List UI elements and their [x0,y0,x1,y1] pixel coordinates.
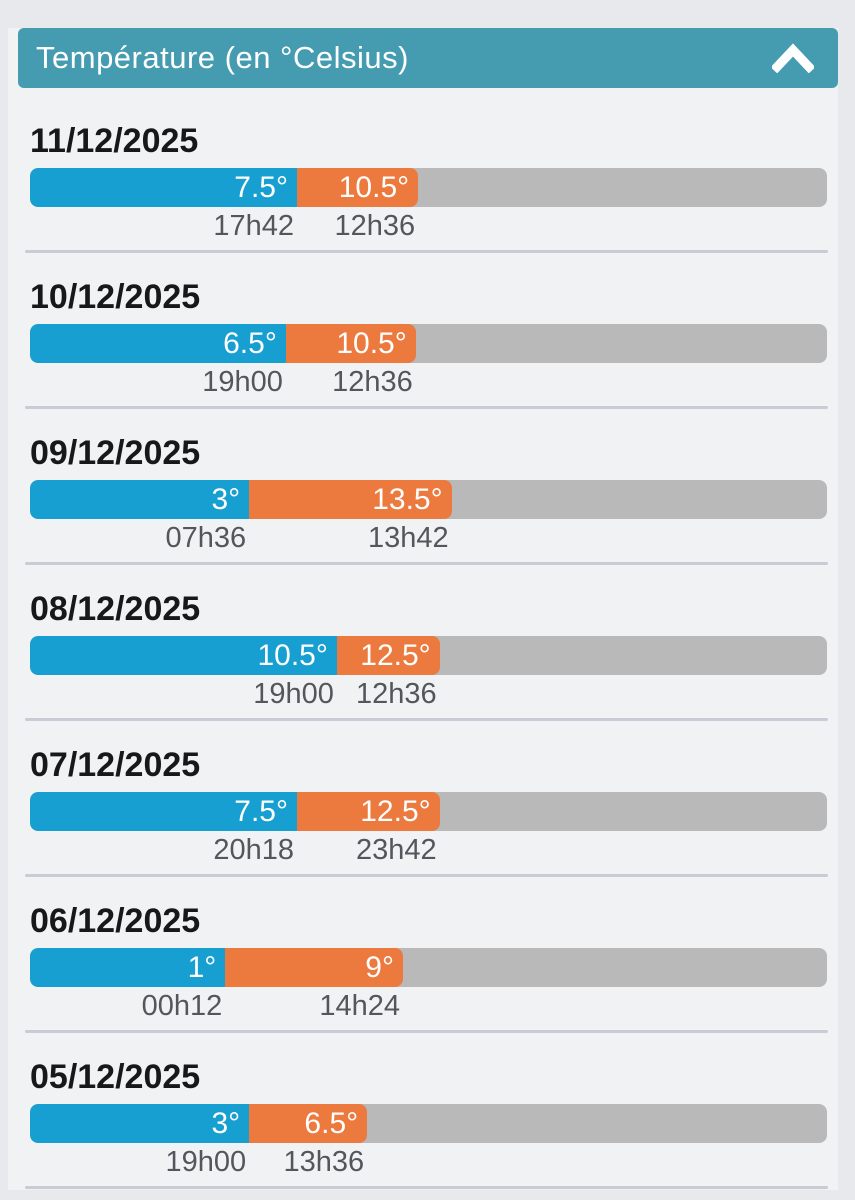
row-divider [25,250,828,253]
max-temp-label: 13.5° [372,482,443,516]
day-row: 05/12/2025 3° 6.5° 19h00 13h36 [25,1054,828,1189]
min-temp-label: 3° [211,1106,241,1140]
max-temp-label: 10.5° [338,170,410,204]
day-date: 09/12/2025 [30,434,201,472]
max-temp-segment: 12.5° [336,636,440,675]
temp-bar: 6.5° 10.5° [30,324,827,363]
max-temp-label: 10.5° [336,326,407,360]
min-time-label: 20h18 [213,834,294,866]
max-time-label: 14h24 [319,990,400,1022]
row-divider [25,718,828,721]
max-time-label: 13h36 [283,1146,365,1178]
temp-bar: 1° 9° [30,948,827,987]
max-temp-segment: 6.5° [249,1104,368,1143]
row-divider [25,406,828,409]
day-date: 11/12/2025 [30,122,199,160]
max-time-label: 12h36 [356,678,437,710]
min-temp-label: 6.5° [223,326,277,360]
day-row: 11/12/2025 7.5° 10.5° 17h42 12h36 [25,118,828,253]
time-row: 00h12 14h24 [30,987,827,1023]
max-temp-label: 9° [365,950,394,984]
day-row: 09/12/2025 3° 13.5° 07h36 13h42 [25,430,828,565]
min-temp-segment: 3° [30,1104,250,1143]
day-row: 07/12/2025 7.5° 12.5° 20h18 23h42 [25,742,828,877]
time-row: 19h00 13h36 [30,1143,827,1179]
max-temp-label: 12.5° [360,638,431,672]
day-date: 06/12/2025 [30,902,201,940]
max-time-label: 12h36 [332,366,413,398]
section-header[interactable]: Température (en °Celsius) [18,28,838,88]
temp-bar: 10.5° 12.5° [30,636,827,675]
temp-bar: 3° 13.5° [30,480,827,519]
min-temp-label: 1° [187,950,217,984]
max-temp-label: 6.5° [304,1106,359,1140]
row-divider [25,1186,828,1189]
max-temp-label: 12.5° [360,794,431,828]
row-divider [25,1030,828,1033]
time-row: 20h18 23h42 [30,831,827,867]
day-row: 10/12/2025 6.5° 10.5° 19h00 12h36 [25,274,828,409]
max-time-label: 13h42 [367,522,449,554]
day-date: 10/12/2025 [30,278,201,316]
max-temp-segment: 10.5° [296,168,419,207]
min-temp-segment: 7.5° [30,792,297,831]
chevron-up-icon[interactable] [772,43,814,73]
row-divider [25,874,828,877]
day-row: 08/12/2025 10.5° 12.5° 19h00 12h36 [25,586,828,721]
time-row: 07h36 13h42 [30,519,827,555]
max-temp-segment: 9° [225,948,403,987]
max-temp-segment: 12.5° [296,792,440,831]
day-date: 07/12/2025 [30,746,201,784]
min-time-label: 00h12 [141,990,223,1022]
temperature-panel: Température (en °Celsius) 11/12/2025 7.5… [8,28,838,1190]
min-temp-label: 3° [211,482,241,516]
min-temp-segment: 1° [30,948,226,987]
min-temp-label: 7.5° [234,170,288,204]
temp-bar: 7.5° 10.5° [30,168,827,207]
max-temp-segment: 10.5° [285,324,416,363]
min-time-label: 19h00 [253,678,334,710]
min-temp-segment: 3° [30,480,250,519]
min-temp-label: 7.5° [234,794,288,828]
day-date: 08/12/2025 [30,590,201,628]
min-time-label: 17h42 [213,210,294,242]
max-time-label: 23h42 [356,834,437,866]
max-time-label: 12h36 [334,210,416,242]
min-temp-segment: 10.5° [30,636,337,675]
time-row: 17h42 12h36 [30,207,827,243]
temp-bar: 7.5° 12.5° [30,792,827,831]
min-time-label: 19h00 [202,366,283,398]
min-temp-segment: 7.5° [30,168,297,207]
min-time-label: 07h36 [165,522,247,554]
time-row: 19h00 12h36 [30,675,827,711]
min-temp-segment: 6.5° [30,324,286,363]
section-title: Température (en °Celsius) [36,40,409,75]
row-divider [25,562,828,565]
time-row: 19h00 12h36 [30,363,827,399]
temperature-list: 11/12/2025 7.5° 10.5° 17h42 12h36 10/12/… [8,118,838,1189]
min-time-label: 19h00 [165,1146,247,1178]
day-date: 05/12/2025 [30,1058,201,1096]
day-row: 06/12/2025 1° 9° 00h12 14h24 [25,898,828,1033]
min-temp-label: 10.5° [257,638,328,672]
max-temp-segment: 13.5° [249,480,452,519]
temp-bar: 3° 6.5° [30,1104,827,1143]
